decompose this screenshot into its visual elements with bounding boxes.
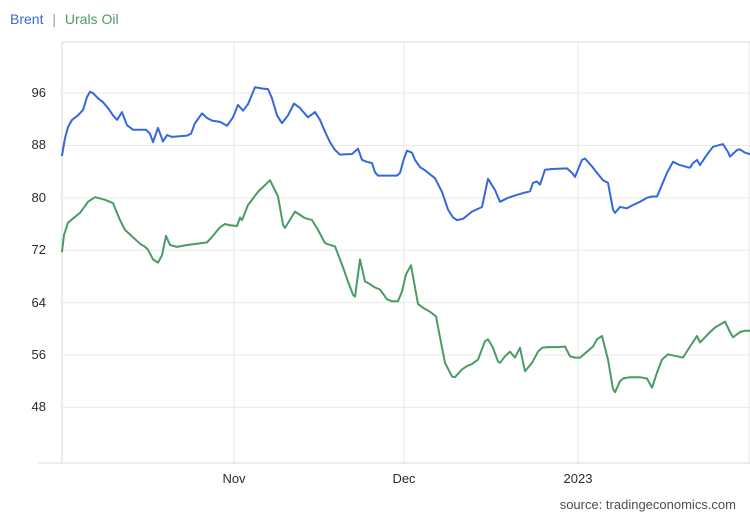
x-axis-tick-label-2023: 2023 bbox=[563, 471, 593, 486]
y-axis-tick-label-80: 80 bbox=[31, 189, 46, 205]
y-axis-tick-label-48: 48 bbox=[31, 399, 46, 415]
source-attribution: source: tradingeconomics.com bbox=[559, 497, 736, 512]
y-axis-tick-label-64: 64 bbox=[31, 294, 46, 310]
y-axis-tick-label-88: 88 bbox=[31, 137, 46, 153]
series-line-brent[interactable] bbox=[61, 86, 750, 222]
y-axis-tick-label-72: 72 bbox=[31, 242, 46, 258]
x-axis-tick-label-Dec: Dec bbox=[392, 471, 416, 486]
legend-item-urals[interactable]: Urals Oil bbox=[64, 11, 119, 27]
series-line-urals-oil[interactable] bbox=[61, 179, 750, 394]
legend-separator: | bbox=[52, 11, 56, 27]
y-axis-tick-label-56: 56 bbox=[31, 346, 46, 362]
x-axis-tick-label-Nov: Nov bbox=[222, 471, 246, 486]
legend-item-brent[interactable]: Brent bbox=[10, 11, 44, 27]
y-axis-tick-label-96: 96 bbox=[31, 85, 46, 101]
legend: Brent | Urals Oil bbox=[10, 11, 119, 27]
